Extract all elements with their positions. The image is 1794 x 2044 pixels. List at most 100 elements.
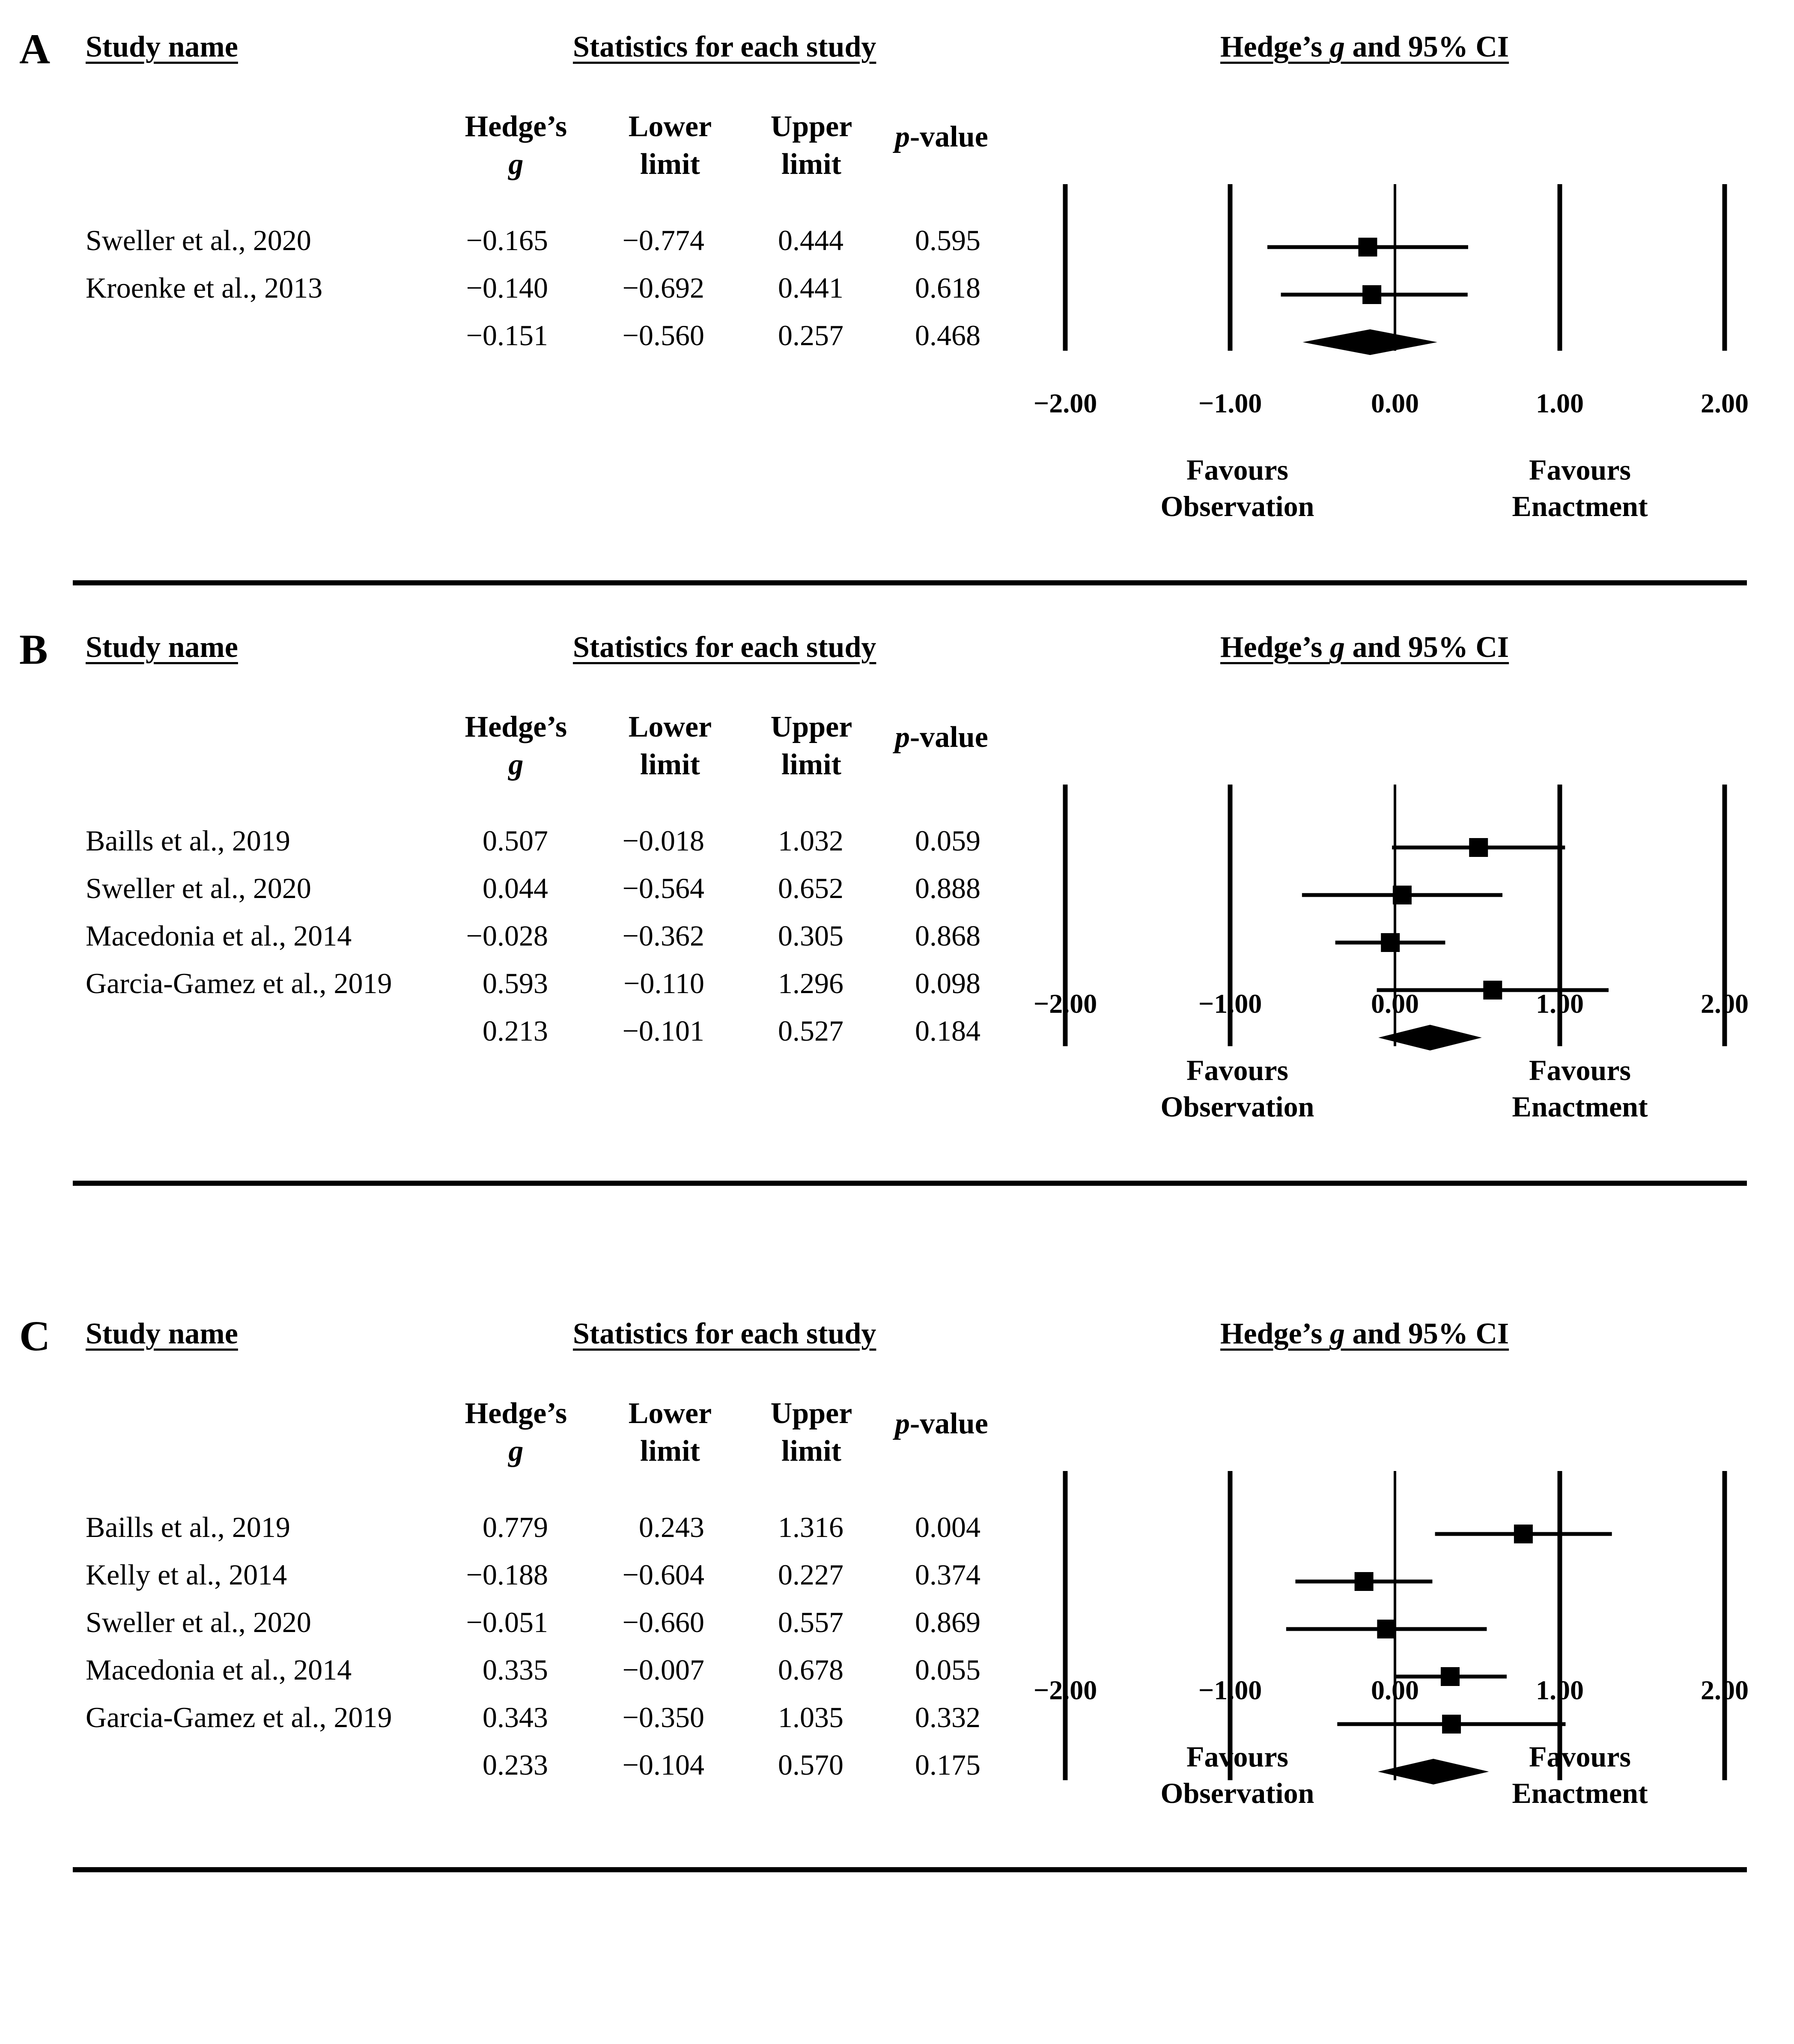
favours-left-line1: Favours bbox=[1186, 454, 1288, 486]
tick-label: 1.00 bbox=[1536, 988, 1584, 1019]
lower-limit-value: −0.774 bbox=[622, 224, 704, 257]
ci-header-suffix: and 95% CI bbox=[1344, 1317, 1509, 1350]
col-p-value: p-value bbox=[895, 722, 988, 752]
favours-right-line2: Enactment bbox=[1512, 1090, 1648, 1123]
upper-limit-value: 0.444 bbox=[778, 224, 843, 257]
p-value: 0.869 bbox=[915, 1606, 980, 1638]
col-lower-limit: Lower limit bbox=[606, 108, 734, 183]
lower-limit-value: −0.660 bbox=[622, 1606, 704, 1638]
study-name-header: Study name bbox=[86, 631, 238, 664]
summary-diamond bbox=[1377, 1759, 1489, 1784]
col-upper-line2: limit bbox=[781, 147, 841, 181]
col-hedges-line2: g bbox=[508, 147, 524, 181]
hedges-g-value: −0.028 bbox=[466, 919, 548, 952]
favours-enactment-label: Favours Enactment bbox=[1473, 1739, 1687, 1811]
summary-upper-limit-value: 0.257 bbox=[778, 319, 843, 352]
lower-limit-value: −0.018 bbox=[622, 824, 704, 857]
col-p-rest: -value bbox=[910, 1407, 988, 1440]
col-lower-line2: limit bbox=[640, 1434, 700, 1468]
favours-right-line1: Favours bbox=[1529, 454, 1631, 486]
effect-size-point bbox=[1358, 238, 1377, 257]
study-name: Baills et al., 2019 bbox=[86, 1511, 290, 1543]
favours-left-line2: Observation bbox=[1160, 490, 1314, 522]
favours-right-line2: Enactment bbox=[1512, 1777, 1648, 1809]
p-value: 0.055 bbox=[915, 1653, 980, 1686]
effect-size-point bbox=[1514, 1525, 1533, 1543]
statistics-header: Statistics for each study bbox=[573, 1317, 876, 1350]
ci-header-suffix: and 95% CI bbox=[1344, 30, 1509, 63]
col-lower-line2: limit bbox=[640, 748, 700, 781]
col-hedges-g: Hedge’s g bbox=[452, 1395, 580, 1470]
study-name: Sweller et al., 2020 bbox=[86, 224, 311, 257]
study-name: Sweller et al., 2020 bbox=[86, 1606, 311, 1638]
upper-limit-value: 0.441 bbox=[778, 272, 843, 304]
hedges-g-value: 0.335 bbox=[483, 1653, 548, 1686]
lower-limit-value: −0.362 bbox=[622, 919, 704, 952]
tick-label: 1.00 bbox=[1536, 388, 1584, 418]
summary-p-value: 0.468 bbox=[915, 319, 980, 352]
col-upper-line2: limit bbox=[781, 748, 841, 781]
panel-separator bbox=[73, 1867, 1747, 1872]
upper-limit-value: 0.305 bbox=[778, 919, 843, 952]
effect-size-point bbox=[1440, 1667, 1460, 1686]
col-lower-limit: Lower limit bbox=[606, 708, 734, 783]
effect-size-point bbox=[1354, 1572, 1374, 1591]
p-value: 0.332 bbox=[915, 1701, 980, 1734]
panel-separator bbox=[73, 580, 1747, 585]
hedges-g-value: 0.343 bbox=[483, 1701, 548, 1734]
summary-diamond bbox=[1378, 1025, 1482, 1050]
col-lower-line1: Lower bbox=[628, 110, 712, 143]
statistics-header: Statistics for each study bbox=[573, 30, 876, 63]
panel-separator bbox=[73, 1181, 1747, 1186]
panel-letter: B bbox=[19, 626, 48, 673]
favours-right-line2: Enactment bbox=[1512, 490, 1648, 522]
tick-label: 0.00 bbox=[1371, 988, 1419, 1019]
tick-label: −2.00 bbox=[1033, 388, 1097, 418]
effect-size-point bbox=[1381, 933, 1400, 952]
col-lower-line1: Lower bbox=[628, 1397, 712, 1430]
forest-plot bbox=[1063, 184, 1727, 355]
hedges-g-value: −0.165 bbox=[466, 224, 548, 257]
tick-label: 2.00 bbox=[1701, 988, 1749, 1019]
upper-limit-value: 0.652 bbox=[778, 872, 843, 904]
hedges-g-value: 0.779 bbox=[483, 1511, 548, 1543]
effect-size-point bbox=[1483, 981, 1502, 1000]
tick-label: −1.00 bbox=[1198, 1675, 1262, 1705]
favours-right-line1: Favours bbox=[1529, 1740, 1631, 1773]
col-p-value: p-value bbox=[895, 122, 988, 152]
favours-left-line1: Favours bbox=[1186, 1740, 1288, 1773]
study-name: Macedonia et al., 2014 bbox=[86, 1653, 352, 1686]
col-hedges-line2: g bbox=[508, 1434, 524, 1468]
hedges-g-value: −0.051 bbox=[466, 1606, 548, 1638]
summary-lower-limit-value: −0.101 bbox=[622, 1015, 704, 1047]
p-value: 0.595 bbox=[915, 224, 980, 257]
col-p-rest: -value bbox=[910, 721, 988, 754]
col-lower-line1: Lower bbox=[628, 710, 712, 743]
lower-limit-value: −0.007 bbox=[622, 1653, 704, 1686]
col-hedges-line1: Hedge’s bbox=[465, 110, 567, 143]
col-p-value: p-value bbox=[895, 1409, 988, 1439]
upper-limit-value: 1.296 bbox=[778, 967, 843, 1000]
hedges-g-value: 0.044 bbox=[483, 872, 548, 904]
summary-hedges-g-value: −0.151 bbox=[466, 319, 548, 352]
summary-hedges-g-value: 0.233 bbox=[483, 1749, 548, 1781]
summary-p-value: 0.175 bbox=[915, 1749, 980, 1781]
favours-right-line1: Favours bbox=[1529, 1054, 1631, 1086]
forest-plot bbox=[1063, 1471, 1727, 1784]
favours-left-line2: Observation bbox=[1160, 1777, 1314, 1809]
summary-lower-limit-value: −0.104 bbox=[622, 1749, 704, 1781]
ci-header: Hedge’s g and 95% CI bbox=[1220, 32, 1509, 62]
ci-header: Hedge’s g and 95% CI bbox=[1220, 1319, 1509, 1349]
p-value: 0.004 bbox=[915, 1511, 980, 1543]
ci-header-g: g bbox=[1329, 631, 1345, 664]
ci-header-g: g bbox=[1329, 1317, 1345, 1350]
upper-limit-value: 0.227 bbox=[778, 1558, 843, 1591]
favours-enactment-label: Favours Enactment bbox=[1473, 1052, 1687, 1125]
col-hedges-line2: g bbox=[508, 748, 524, 781]
study-name: Garcia-Gamez et al., 2019 bbox=[86, 1701, 392, 1734]
col-upper-limit: Upper limit bbox=[747, 1395, 876, 1470]
ci-header-suffix: and 95% CI bbox=[1344, 631, 1509, 664]
tick-label: −2.00 bbox=[1033, 1675, 1097, 1705]
tick-label: −1.00 bbox=[1198, 988, 1262, 1019]
study-name: Kroenke et al., 2013 bbox=[86, 272, 323, 304]
